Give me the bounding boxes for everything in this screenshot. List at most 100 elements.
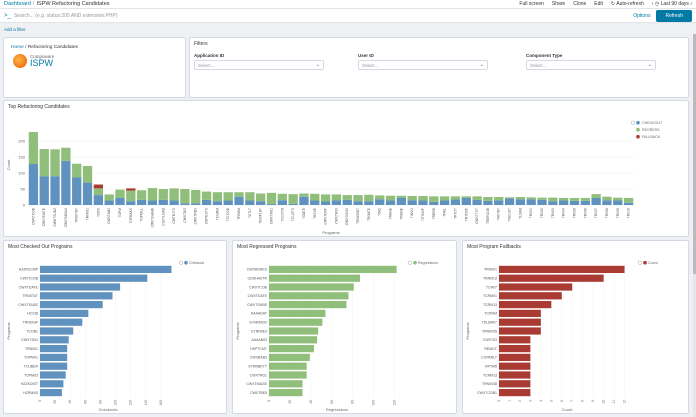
y-tick-label: CWXTCOB — [20, 277, 39, 281]
bar-checkout — [201, 199, 212, 205]
x-tick-label: CWXTAD2 — [107, 208, 111, 224]
bar — [269, 388, 303, 397]
options-link[interactable]: Options — [633, 12, 651, 19]
bar-checkout — [494, 200, 504, 205]
bar-regress — [147, 188, 158, 201]
x-axis-label: Checkouts — [99, 407, 118, 412]
y-tick-label: TOPM03 — [24, 373, 38, 377]
y-tick-label: TRN001 — [484, 268, 497, 272]
bar-regress — [169, 188, 179, 201]
bar-checkout — [331, 200, 342, 205]
y-tick-label: TCRM13 — [483, 303, 497, 307]
y-tick-label: CCPARLT — [481, 356, 498, 360]
bar-checkout — [104, 200, 114, 205]
y-axis-label: Count — [6, 159, 11, 171]
bar-regress — [407, 196, 417, 201]
top-candidates-title: Top Refactoring Candidates — [8, 104, 70, 110]
x-tick-label: 4 — [539, 400, 543, 402]
y-tick-label: HZRMAS — [23, 391, 38, 395]
x-tick-label: TCTLT — [248, 208, 252, 218]
bar-regress — [126, 190, 136, 202]
bar — [269, 344, 314, 353]
home-panel: Home / Refactoring Candidates Compuware … — [3, 37, 186, 98]
bar-regress — [310, 193, 320, 201]
legend-toggle-icon — [637, 260, 643, 265]
bar-checkout — [407, 200, 417, 205]
home-link[interactable]: Home — [11, 45, 24, 50]
x-tick-label: 100 — [372, 400, 376, 406]
page-scrollbar-thumb[interactable] — [693, 34, 696, 274]
bar-fallback — [126, 188, 136, 191]
x-tick-label: TRX06 — [583, 208, 587, 218]
clone-link[interactable]: Clone — [573, 1, 587, 7]
y-tick-label: 50 — [21, 187, 26, 192]
bar-checkout — [396, 197, 406, 205]
component-type-select[interactable]: Select... ⌄ — [526, 60, 656, 70]
bar-regress — [472, 196, 482, 200]
bar-regress — [277, 193, 287, 201]
x-tick-label: TRNSTAT — [75, 208, 79, 223]
y-tick-label: TRN0038 — [482, 382, 497, 386]
checked-out-panel: Most Checked Out Programs 0 20 40 60 80 100 12… — [3, 240, 227, 414]
time-picker[interactable]: ‹ ◷ Last 90 days › — [651, 1, 692, 7]
top-bar: Dashboard / ISPW Refactoring Candidates … — [0, 0, 696, 9]
bar-checkout — [158, 199, 168, 205]
x-tick-label: 5 — [549, 400, 553, 402]
y-tick-label: CWXTBE5 — [250, 391, 267, 395]
add-filter-link[interactable]: Add a filter — [4, 26, 26, 32]
auto-refresh-link[interactable]: ↻ Auto-refresh — [610, 1, 644, 7]
filters-panel: Filters Application ID Select... ⌄ User I… — [189, 37, 689, 98]
x-tick-label: TRX10 — [627, 208, 631, 218]
x-tick-label: CWXTDATE — [42, 207, 46, 226]
application-id-select[interactable]: Select... ⌄ — [194, 60, 324, 70]
bar-checkout — [461, 197, 471, 205]
x-tick-label: TRSTAT — [497, 208, 501, 220]
bar-checkout — [288, 203, 298, 205]
y-tick-label: TRN001 — [25, 347, 38, 351]
breadcrumb-dashboard-link[interactable]: Dashboard — [4, 1, 31, 7]
legend-label: Count — [648, 261, 658, 265]
x-tick-label: 100 — [114, 400, 118, 406]
bar-checkout — [385, 200, 396, 205]
bar-checkout — [72, 177, 82, 205]
bar-checkout — [180, 203, 190, 205]
arrow-left-icon[interactable]: ‹ — [651, 1, 655, 7]
bar-regress — [515, 197, 526, 200]
edit-link[interactable]: Edit — [594, 1, 603, 7]
legend-dot — [184, 260, 188, 265]
search-input[interactable]: Search... (e.g. status:200 AND extension… — [13, 12, 118, 19]
x-tick-label: TRX09 — [616, 208, 620, 218]
bar — [499, 380, 531, 388]
x-tick-label: 120 — [129, 400, 133, 406]
bar-regress — [191, 189, 201, 204]
y-tick-label: TRN001I — [483, 277, 497, 281]
chevron-down-icon: ⌄ — [647, 62, 652, 68]
bar-regress — [223, 192, 233, 201]
x-tick-label: 11 — [612, 400, 616, 404]
y-axis-label: Programs — [465, 322, 470, 339]
arrow-right-icon[interactable]: › — [688, 1, 692, 7]
bar-checkout — [277, 200, 287, 205]
y-tick-label: HC238 — [27, 312, 38, 316]
bar-regress — [234, 192, 244, 197]
bar-checkout — [82, 182, 93, 205]
user-id-select[interactable]: Select... ⌄ — [358, 60, 488, 70]
bar — [499, 309, 541, 318]
legend-label: CHECKOUT — [642, 121, 663, 125]
bar-regress — [50, 149, 60, 177]
refresh-button[interactable]: Refresh — [656, 9, 692, 22]
bar-regress — [353, 195, 363, 202]
y-tick-label: SYNKMOD — [249, 321, 267, 325]
bar-checkout — [591, 197, 601, 205]
top-candidates-chart: 0 50 100 150 200 Count CWXTCOB CWXTDATE CWKTSUBZ… — [6, 120, 663, 235]
bar-regress — [396, 195, 406, 198]
y-tick-label: HZZKDIST — [21, 382, 39, 386]
fallbacks-title: Most Program Fallbacks — [467, 244, 521, 250]
full-screen-link[interactable]: Full screen — [519, 1, 544, 7]
bar — [40, 283, 121, 291]
bar — [269, 300, 347, 309]
bar-checkout — [212, 201, 223, 205]
bar-regress — [136, 190, 147, 200]
share-link[interactable]: Share — [551, 1, 566, 7]
legend-label: FALLBACK — [642, 135, 661, 139]
